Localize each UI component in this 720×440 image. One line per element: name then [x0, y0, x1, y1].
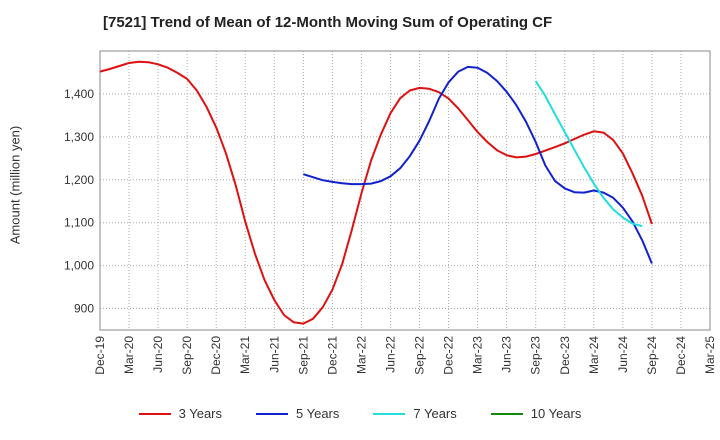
y-axis-label-wrapper: Amount (million yen) [6, 105, 24, 265]
legend-swatch-5-years [256, 412, 288, 415]
legend-item-3-years: 3 Years [138, 406, 222, 421]
x-tick-label: Dec-24 [674, 336, 688, 375]
x-tick-label: Jun-24 [616, 336, 630, 373]
series-line-7-years [534, 80, 643, 228]
y-tick-label: 1,400 [64, 87, 94, 101]
legend-swatch-7-years [373, 412, 406, 415]
legend-item-5-years: 5 Years [256, 406, 339, 421]
x-tick-label: Jun-22 [383, 336, 397, 373]
x-tick-label: Jun-20 [151, 336, 165, 373]
x-tick-label: Jun-21 [267, 336, 281, 373]
y-tick-label: 900 [74, 302, 94, 316]
legend-label-10-years: 10 Years [530, 406, 582, 421]
legend-label-7-years: 7 Years [413, 406, 457, 421]
x-tick-label: Mar-21 [238, 336, 252, 374]
x-tick-label: Dec-20 [209, 336, 223, 375]
plot-frame [99, 50, 711, 331]
x-tick-label: Dec-23 [558, 336, 572, 375]
y-tick-label: 1,300 [64, 130, 94, 144]
y-tick-label: 1,000 [64, 259, 94, 273]
x-tick-label: Dec-22 [442, 336, 456, 375]
x-tick-label: Dec-21 [325, 336, 339, 375]
series-line-5-years [303, 65, 653, 264]
legend-label-3-years: 3 Years [178, 406, 222, 421]
legend-label-5-years: 5 Years [296, 406, 340, 421]
y-tick-label: 1,200 [64, 173, 94, 187]
x-tick-label: Sep-22 [413, 336, 427, 375]
y-axis-label: Amount (million yen) [7, 125, 23, 245]
x-tick-label: Dec-19 [93, 336, 107, 375]
x-tick-label: Mar-23 [471, 336, 485, 374]
legend-swatch-10-years [490, 412, 523, 415]
chart-title: [7521] Trend of Mean of 12-Month Moving … [103, 14, 553, 31]
legend: 3 Years 5 Years 7 Years 10 Years [0, 406, 720, 421]
legend-swatch-3-years [138, 412, 171, 415]
x-tick-label: Jun-23 [500, 336, 514, 373]
series-line-3-years [99, 60, 653, 325]
y-tick-label: 1,100 [64, 216, 94, 230]
legend-item-7-years: 7 Years [373, 406, 457, 421]
x-tick-label: Mar-24 [587, 336, 601, 374]
x-tick-label: Sep-20 [180, 336, 194, 375]
legend-item-10-years: 10 Years [490, 406, 582, 421]
x-tick-label: Sep-24 [645, 336, 659, 375]
plot-svg: 900 1,000 1,100 1,200 1,300 1,400 Dec-19 Mar-20… [64, 50, 717, 375]
x-tick-label: Mar-22 [354, 336, 368, 374]
x-tick-label: Mar-25 [703, 336, 717, 374]
x-tick-label: Sep-21 [296, 336, 310, 375]
x-tick-label: Sep-23 [529, 336, 543, 375]
x-tick-label: Mar-20 [122, 336, 136, 374]
